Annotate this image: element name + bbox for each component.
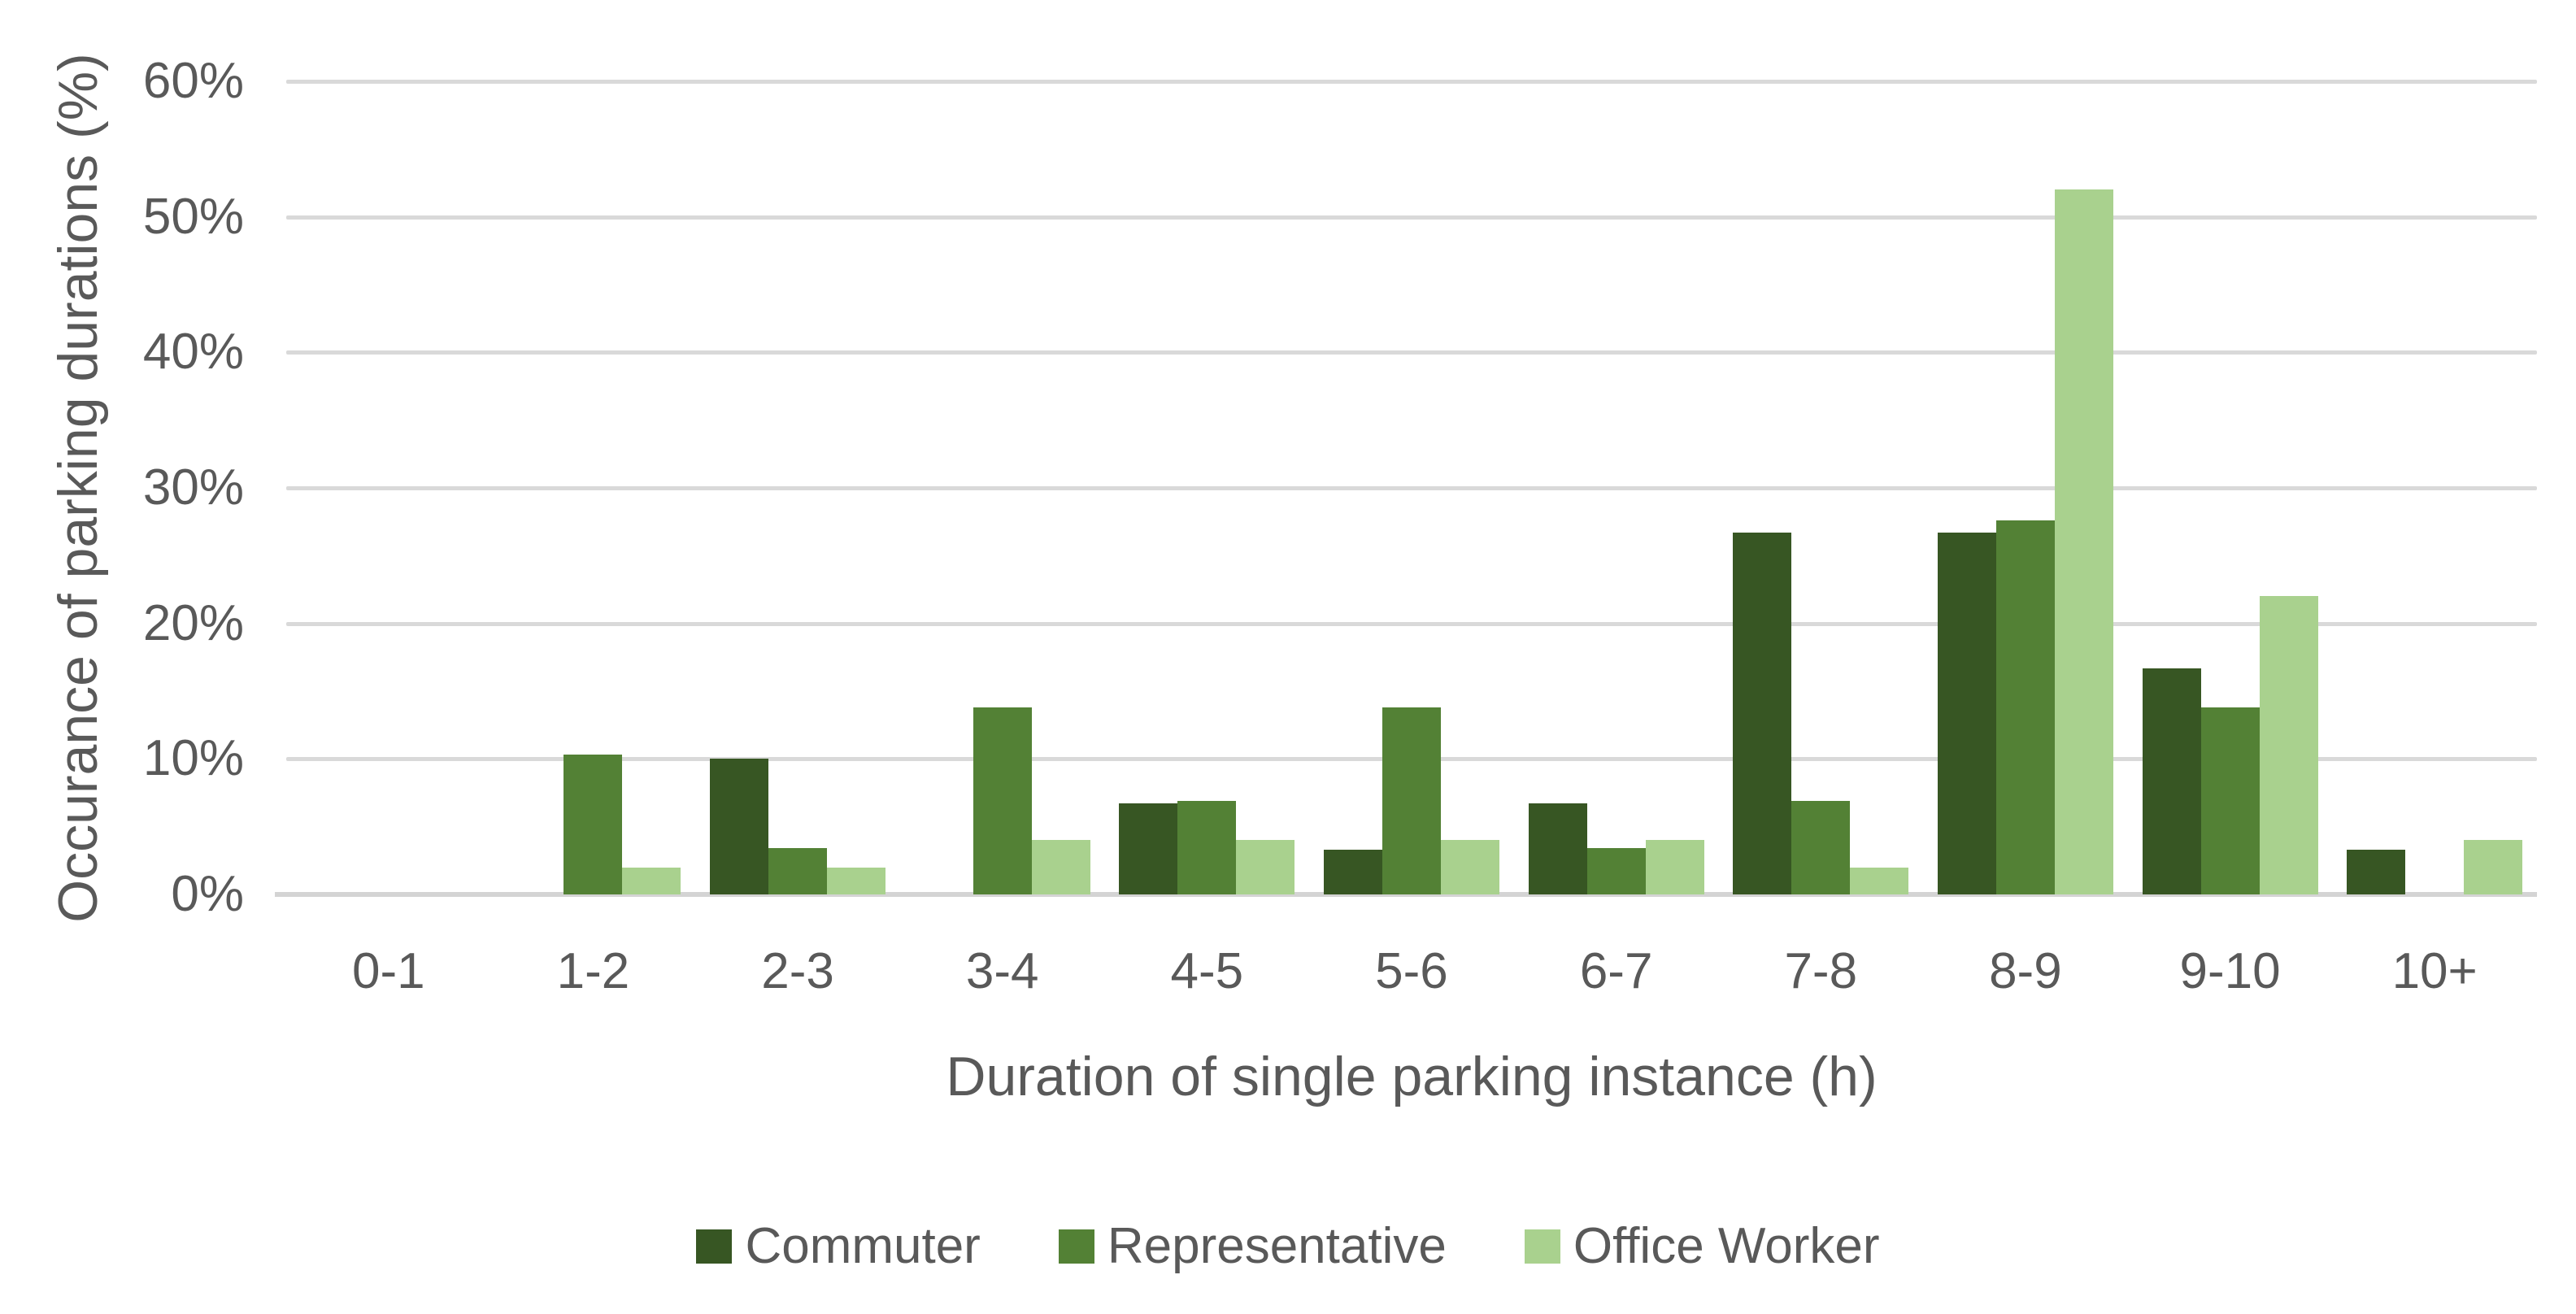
bar-commuter-9-10 [2142,668,2201,894]
gridline-60 [286,80,2537,84]
x-tick-0-1: 0-1 [352,943,425,999]
bar-office-worker-2-3 [827,867,886,894]
bar-office-worker-7-8 [1850,867,1909,894]
legend-item-office-worker: Office Worker [1524,1217,1880,1276]
x-axis-line [275,892,2537,897]
x-tick-5-6: 5-6 [1375,943,1448,999]
x-tick-9-10: 9-10 [2179,943,2281,999]
bar-commuter-8-9 [1937,533,1996,894]
bar-representative-9-10 [2200,707,2260,894]
gridline-30 [286,486,2537,490]
y-tick-10: 10% [142,730,244,787]
y-tick-0: 0% [171,866,244,922]
bar-representative-1-2 [564,755,623,894]
bar-representative-6-7 [1586,848,1646,894]
bar-representative-3-4 [973,707,1032,894]
bar-representative-2-3 [768,848,828,894]
x-tick-4-5: 4-5 [1170,943,1244,999]
bar-office-worker-1-2 [622,867,681,894]
legend-swatch-commuter [696,1229,733,1264]
y-tick-30: 30% [142,459,244,516]
bar-office-worker-6-7 [1645,840,1704,894]
chart-legend: Commuter Representative Office Worker [0,1217,2576,1276]
bar-commuter-10- [2347,850,2406,894]
legend-item-commuter: Commuter [696,1217,981,1276]
bar-commuter-6-7 [1528,803,1587,894]
x-tick-1-2: 1-2 [556,943,630,999]
x-tick-10-: 10+ [2391,943,2478,999]
bar-commuter-5-6 [1324,850,1382,894]
legend-item-representative: Representative [1058,1217,1447,1276]
bar-representative-5-6 [1382,707,1441,894]
y-tick-20: 20% [142,594,244,651]
bar-representative-7-8 [1791,801,1851,894]
y-tick-50: 50% [142,188,244,245]
gridline-40 [286,350,2537,355]
bar-office-worker-8-9 [2054,189,2113,894]
x-tick-3-4: 3-4 [965,943,1039,999]
bar-representative-4-5 [1177,801,1237,894]
bar-commuter-2-3 [710,759,769,894]
bar-office-worker-4-5 [1236,840,1295,894]
y-tick-40: 40% [142,324,244,381]
legend-label-representative: Representative [1107,1218,1447,1274]
bar-commuter-4-5 [1119,803,1178,894]
legend-label-office-worker: Office Worker [1573,1218,1880,1274]
x-tick-7-8: 7-8 [1784,943,1858,999]
x-tick-6-7: 6-7 [1579,943,1653,999]
x-axis-title: Duration of single parking instance (h) [946,1046,1878,1107]
bar-office-worker-9-10 [2259,596,2318,894]
bar-office-worker-5-6 [1441,840,1499,894]
y-tick-60: 60% [142,53,244,109]
x-tick-8-9: 8-9 [1989,943,2062,999]
gridline-20 [286,621,2537,626]
legend-swatch-office-worker [1524,1229,1560,1264]
x-tick-2-3: 2-3 [761,943,834,999]
legend-label-commuter: Commuter [745,1218,981,1274]
bar-office-worker-3-4 [1031,840,1090,894]
gridline-50 [286,215,2537,220]
bar-commuter-7-8 [1733,533,1792,894]
bar-office-worker-10- [2464,840,2523,894]
bar-representative-8-9 [1995,520,2055,894]
legend-swatch-representative [1058,1229,1094,1264]
